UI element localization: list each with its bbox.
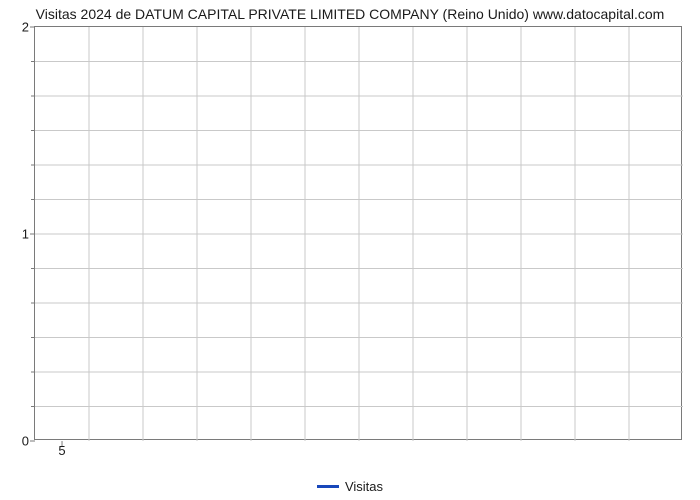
plot-area: 0125	[34, 26, 682, 440]
legend-swatch	[317, 485, 339, 488]
y-tick-label: 2	[22, 20, 35, 35]
y-tick-label: 1	[22, 227, 35, 242]
chart-title: Visitas 2024 de DATUM CAPITAL PRIVATE LI…	[0, 6, 700, 22]
plot-svg	[35, 27, 683, 441]
y-tick-label: 0	[22, 434, 35, 449]
legend: Visitas	[0, 479, 700, 494]
legend-label: Visitas	[345, 479, 383, 494]
x-tick-label: 5	[58, 439, 65, 458]
